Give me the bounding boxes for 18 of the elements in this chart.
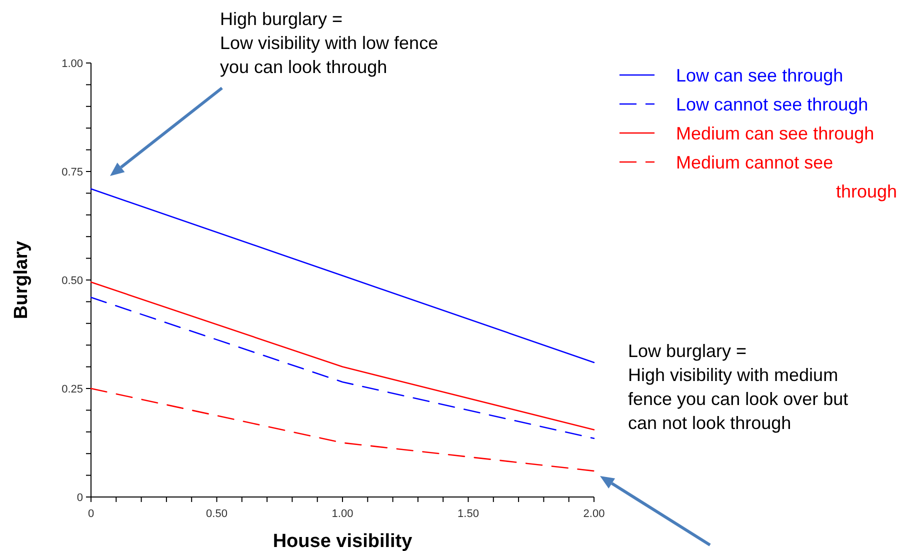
y-tick-label: 0.50 [62, 274, 83, 287]
annotation: High burglary = Low visibility with low fence you can look through [220, 9, 438, 77]
y-tick-label: 1.00 [62, 58, 83, 70]
y-tick-label: 0 [76, 492, 83, 504]
legend-label: Low can see through [676, 65, 844, 86]
x-tick-label: 2.00 [583, 508, 605, 520]
x-axis-title: House visibility [272, 531, 413, 551]
y-tick-label: 0.75 [62, 166, 83, 178]
legend-label: Medium can see through [676, 123, 874, 144]
x-tick-label: 1.50 [458, 508, 479, 520]
y-axis-title: Burglary [11, 240, 32, 320]
legend-label: Medium cannot see through [676, 152, 897, 202]
x-tick-label: 0 [88, 508, 94, 520]
y-tick-label: 0.25 [62, 383, 83, 396]
annotation: Low burglary = High visibility with medium fence you can look over but can not look through [628, 341, 848, 433]
legend-label: Low cannot see through [676, 94, 868, 114]
x-tick-label: 1.00 [332, 508, 354, 520]
x-tick-label: 0.50 [206, 508, 228, 520]
